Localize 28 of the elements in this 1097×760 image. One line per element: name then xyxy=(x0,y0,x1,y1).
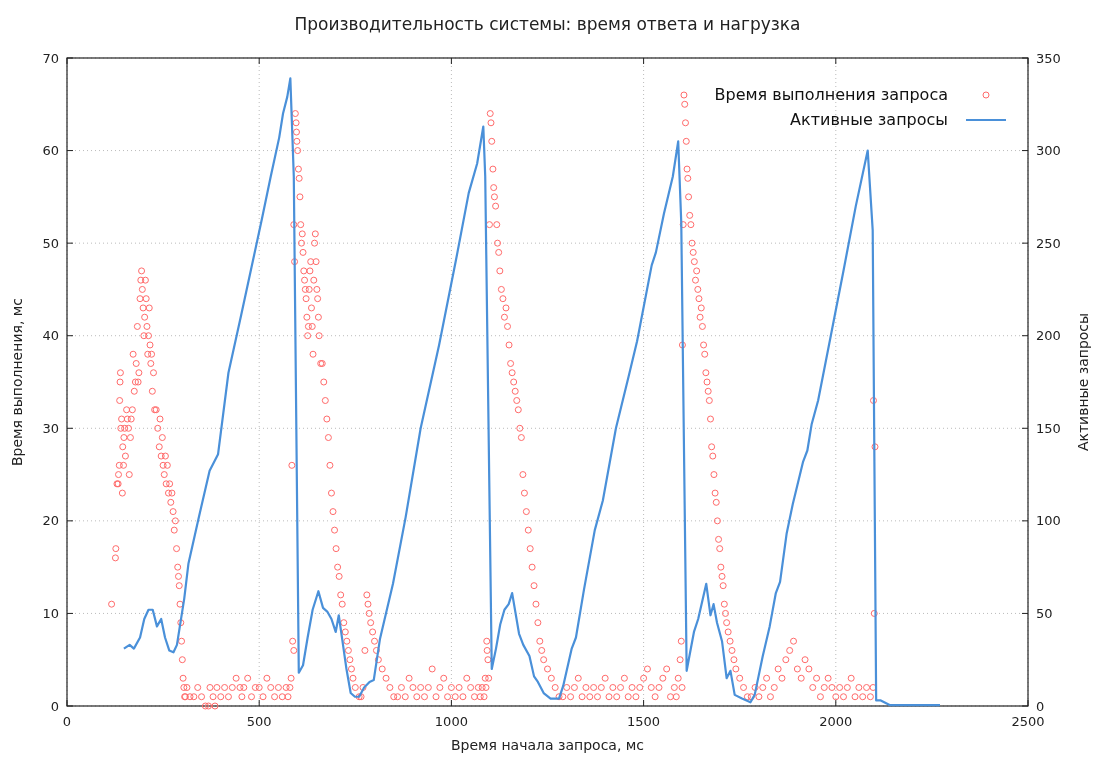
x-tick-label: 0 xyxy=(62,714,72,729)
chart-title: Производительность системы: время ответа и нагрузка xyxy=(294,14,801,34)
x-axis-title: Время начала запроса, мс xyxy=(450,737,645,753)
y-tick-label: 70 xyxy=(42,50,59,66)
y2-tick-label: 0 xyxy=(1036,698,1045,714)
x-tick-label: 2000 xyxy=(819,714,853,729)
x-tick-label: 2500 xyxy=(1011,714,1045,729)
y2-tick-label: 50 xyxy=(1036,605,1053,621)
y-tick-label: 40 xyxy=(42,328,59,344)
y-tick-label: 20 xyxy=(42,513,59,529)
y-tick-label: 0 xyxy=(50,698,59,714)
y-tick-label: 30 xyxy=(42,420,59,436)
y2-tick-label: 100 xyxy=(1036,513,1061,529)
x-tick-label: 500 xyxy=(246,714,272,729)
y2-tick-label: 250 xyxy=(1036,235,1061,251)
y2-tick-label: 200 xyxy=(1036,328,1061,344)
y2-axis-title: Активные запросы xyxy=(1075,312,1091,452)
y-tick-label: 60 xyxy=(42,143,59,159)
y-tick-label: 50 xyxy=(42,235,59,251)
y2-tick-label: 150 xyxy=(1036,420,1061,436)
y2-tick-label: 350 xyxy=(1036,50,1061,66)
legend-label: Активные запросы xyxy=(790,110,948,129)
x-tick-label: 1000 xyxy=(434,714,468,729)
legend-label: Время выполнения запроса xyxy=(714,85,948,104)
y-tick-label: 10 xyxy=(42,605,59,621)
y-axis-title: Время выполнения, мс xyxy=(9,297,25,467)
x-tick-label: 1500 xyxy=(627,714,661,729)
y2-tick-label: 300 xyxy=(1036,143,1061,159)
